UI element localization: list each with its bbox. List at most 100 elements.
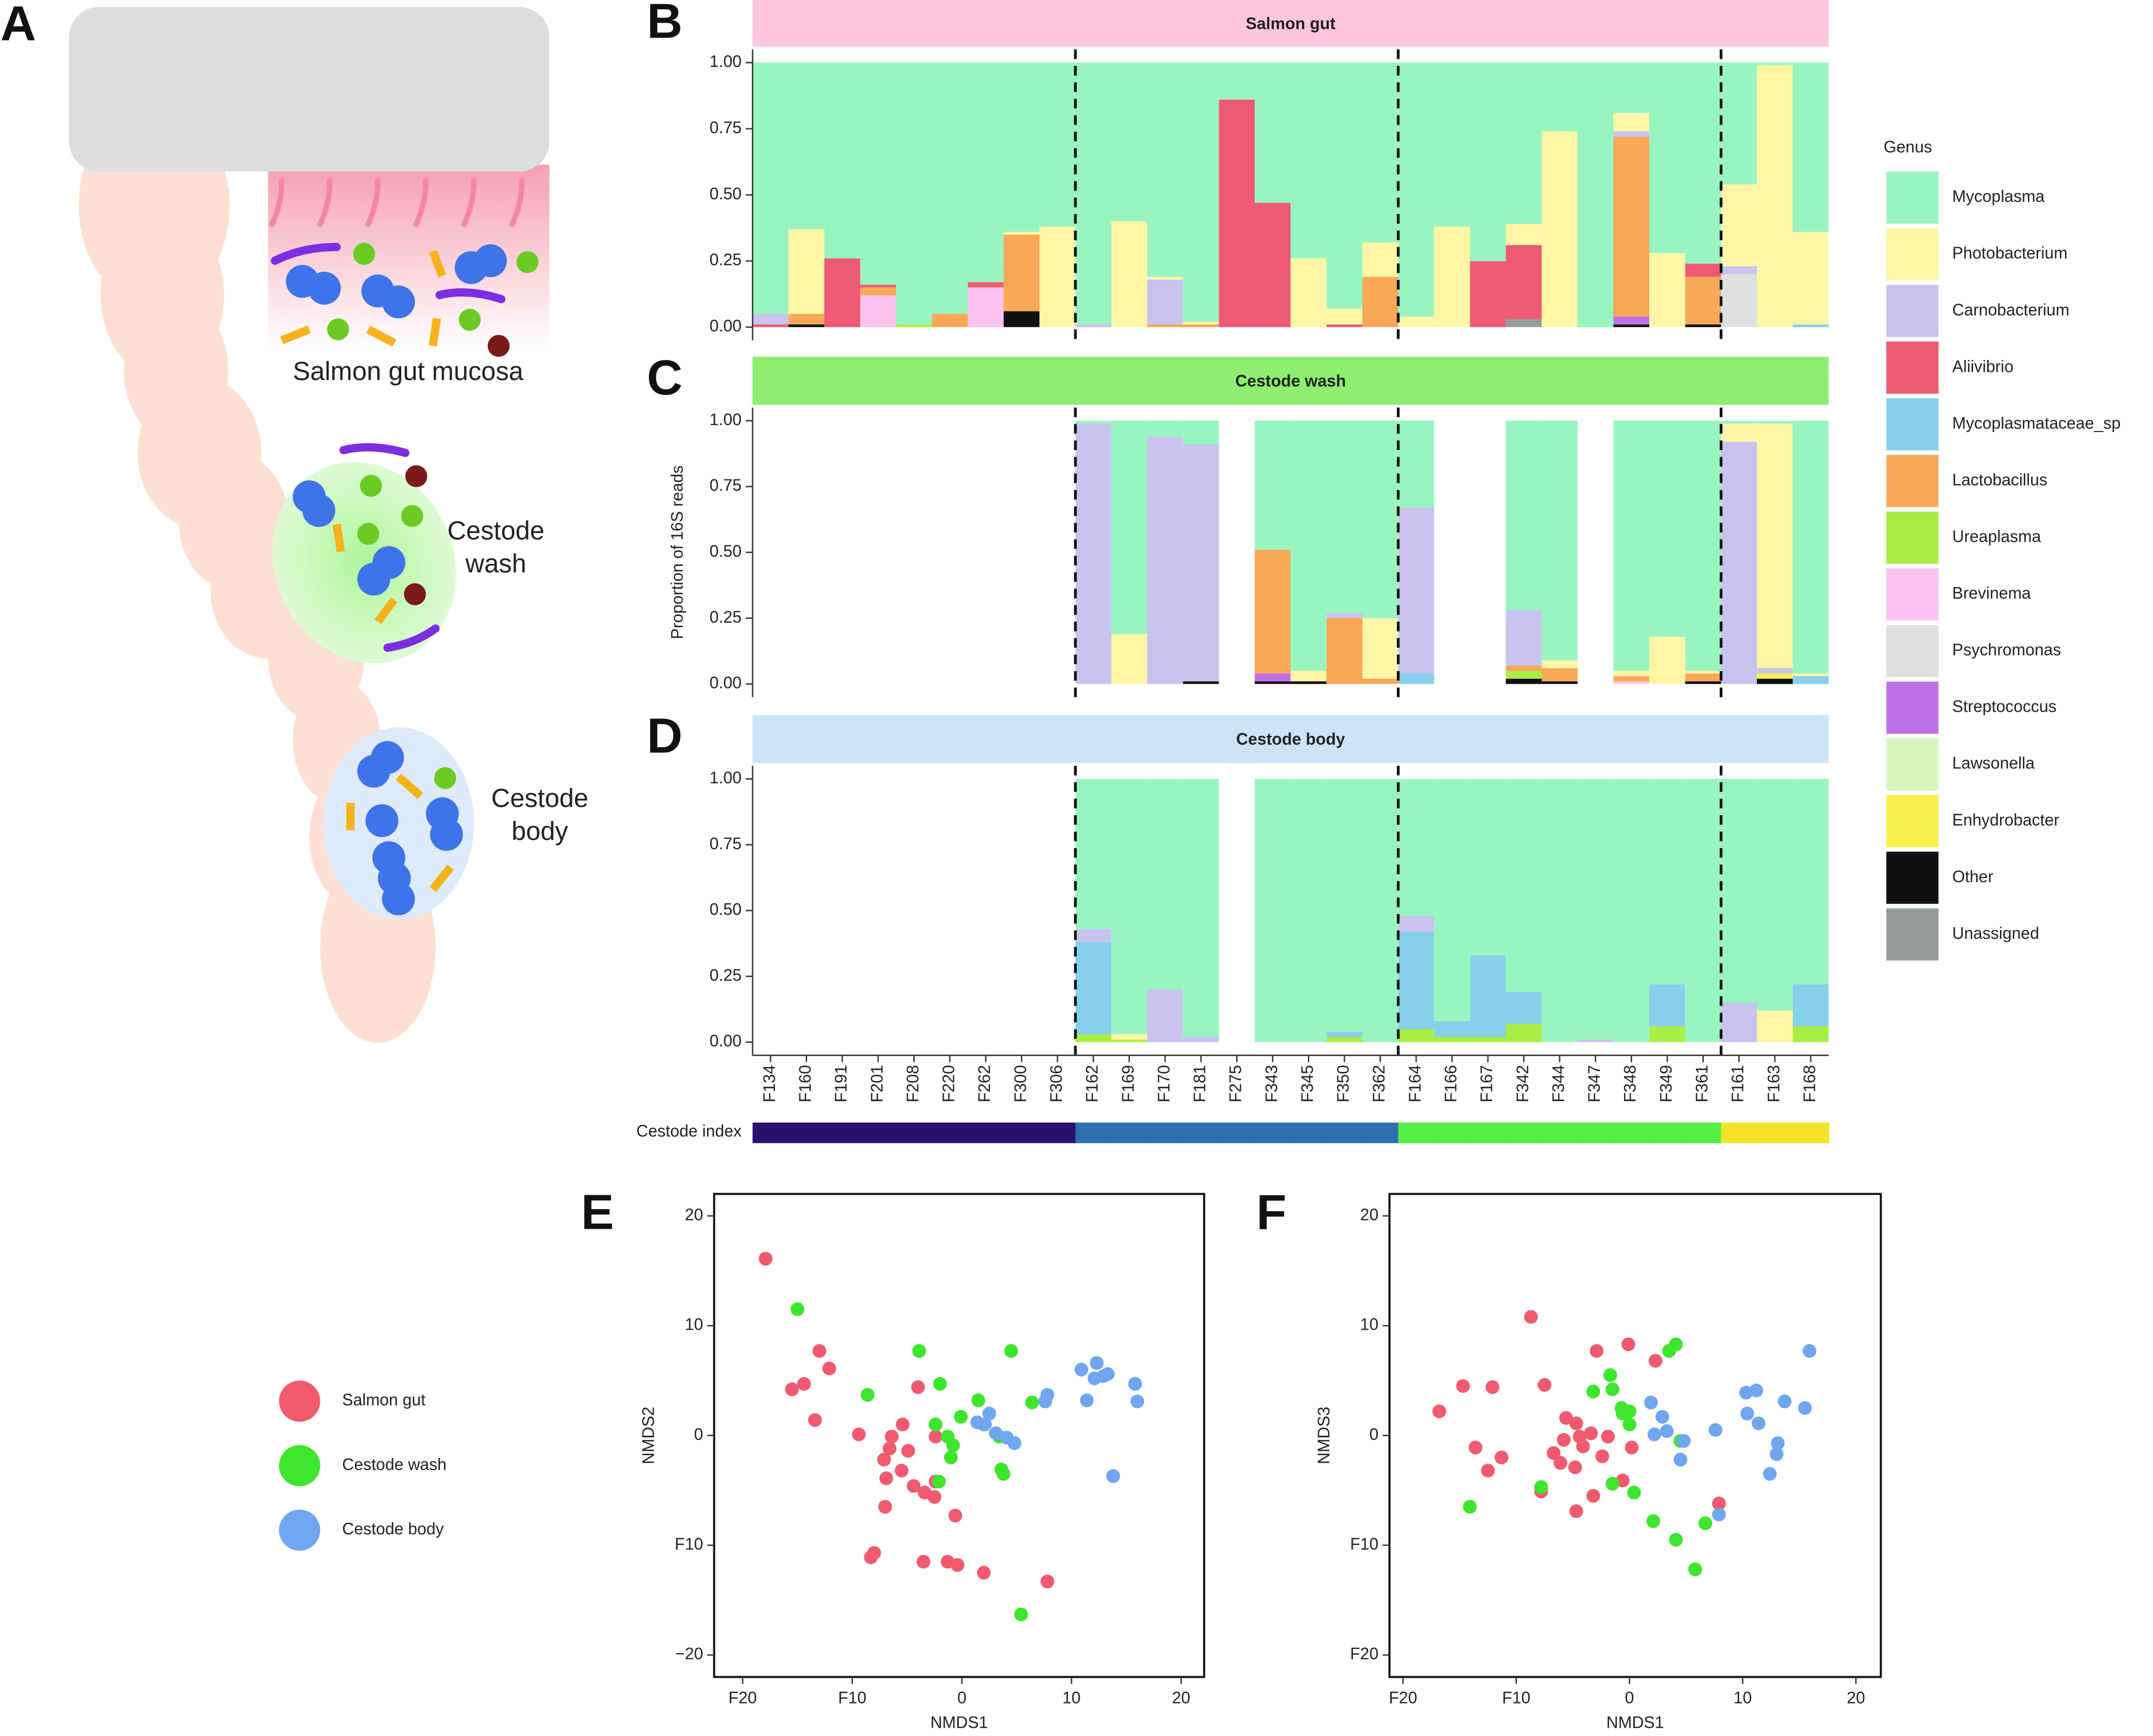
bar-segment <box>1398 916 1434 932</box>
x-tick-label: F347 <box>1585 1065 1603 1103</box>
bar-segment <box>1721 1003 1757 1042</box>
legend-swatch <box>1886 285 1939 337</box>
bar-segment <box>1685 421 1721 671</box>
point <box>1771 1436 1785 1450</box>
plot-frame <box>713 1193 1205 1678</box>
legend-swatch <box>1886 738 1939 790</box>
bar-segment <box>1469 955 1506 1037</box>
cestode-index <box>967 1122 1004 1143</box>
bar-segment <box>1506 665 1542 671</box>
y-tick-label: F20 <box>1350 1644 1378 1663</box>
bar-segment <box>1290 671 1327 682</box>
bar-segment <box>967 287 1004 328</box>
bar-segment <box>1434 1037 1470 1042</box>
y-tick-label: F10 <box>1350 1535 1378 1553</box>
x-tick-label: F343 <box>1262 1065 1280 1103</box>
point <box>1584 1426 1598 1440</box>
point <box>1740 1406 1754 1421</box>
y-axis-title: Proportion of 16S reads <box>668 466 687 640</box>
point <box>1524 1310 1538 1324</box>
point <box>1605 1382 1619 1397</box>
x-tick-label: F349 <box>1656 1065 1675 1103</box>
bar-segment <box>1757 673 1793 679</box>
y-tick-label: −20 <box>675 1644 703 1663</box>
point <box>946 1438 960 1452</box>
bar-segment <box>1757 668 1793 674</box>
x-tick-label: F306 <box>1047 1065 1065 1103</box>
point <box>901 1443 915 1458</box>
bar-segment <box>1398 62 1434 317</box>
y-tick-label: 0.25 <box>710 966 742 984</box>
point <box>1622 1404 1636 1418</box>
y-tick-label: 0.75 <box>710 834 742 853</box>
legend-label: Mycoplasmataceae_sp <box>1952 414 2121 432</box>
point <box>895 1464 909 1477</box>
point <box>1025 1396 1039 1410</box>
x-tick-label: F348 <box>1621 1065 1639 1103</box>
y-tick-label: 0.25 <box>710 608 742 626</box>
legend-label: Photobacterium <box>1952 244 2067 262</box>
x-tick-label: F164 <box>1406 1065 1424 1103</box>
cestode-index <box>932 1122 969 1143</box>
bar-segment <box>1075 423 1112 684</box>
bar-segment <box>1111 634 1148 684</box>
x-tick-label: F300 <box>1011 1065 1030 1103</box>
bar-segment <box>1506 671 1542 679</box>
x-tick-label: 10 <box>1734 1688 1752 1707</box>
x-tick-label: F344 <box>1549 1065 1567 1103</box>
illustration-label: wash <box>465 548 526 578</box>
x-tick-label: F361 <box>1693 1065 1711 1103</box>
bar-segment <box>1111 421 1148 634</box>
bar-segment <box>1147 989 1183 1042</box>
bar-segment <box>1792 324 1829 328</box>
point <box>929 1430 943 1443</box>
panel-letter: C <box>647 350 682 405</box>
bar-segment <box>1434 62 1470 227</box>
legend-swatch <box>1886 398 1939 451</box>
bar-segment <box>1506 224 1542 245</box>
cestode-index <box>753 1122 790 1143</box>
bar-segment <box>1183 1037 1219 1042</box>
bar-segment <box>1075 324 1112 328</box>
bacteria-rods <box>280 249 454 892</box>
point <box>1089 1356 1104 1370</box>
point <box>944 1450 958 1465</box>
point <box>1128 1377 1142 1391</box>
point <box>1749 1383 1764 1398</box>
point <box>884 1430 899 1443</box>
x-tick-label: F262 <box>975 1065 994 1103</box>
x-tick-label: F10 <box>838 1688 866 1707</box>
bar-segment <box>1290 258 1327 328</box>
bar-segment <box>1613 779 1650 1042</box>
bar-segment <box>1147 779 1183 990</box>
point <box>1708 1423 1722 1437</box>
bar-segment <box>1721 62 1757 184</box>
point <box>1644 1396 1658 1410</box>
y-tick-label: 0.00 <box>710 317 742 335</box>
bar-segment <box>1326 779 1362 1032</box>
bar-segment <box>896 324 932 328</box>
bar-segment <box>1255 421 1291 550</box>
bar-segment <box>1326 613 1362 618</box>
bar-segment <box>1255 549 1291 674</box>
bar-segment <box>788 62 825 230</box>
point <box>1559 1411 1573 1425</box>
x-tick-label: F208 <box>903 1065 922 1103</box>
point <box>882 1441 897 1456</box>
cestode-index <box>1075 1122 1112 1143</box>
bar-segment <box>1326 308 1362 325</box>
point <box>1481 1464 1495 1477</box>
legend-swatch <box>1886 511 1939 564</box>
bar-segment <box>1075 942 1112 1035</box>
point <box>1763 1467 1777 1481</box>
bar-segment <box>1326 1032 1362 1037</box>
cestode-index <box>1757 1122 1794 1143</box>
plot-frame <box>1388 1193 1882 1678</box>
cestode-index <box>1649 1122 1686 1143</box>
point <box>878 1500 892 1514</box>
bar-segment <box>1075 1034 1112 1042</box>
bar-segment <box>1111 62 1148 221</box>
bar-segment <box>1398 1029 1434 1042</box>
bar-segment <box>1362 618 1398 679</box>
bar-segment <box>1398 421 1434 508</box>
